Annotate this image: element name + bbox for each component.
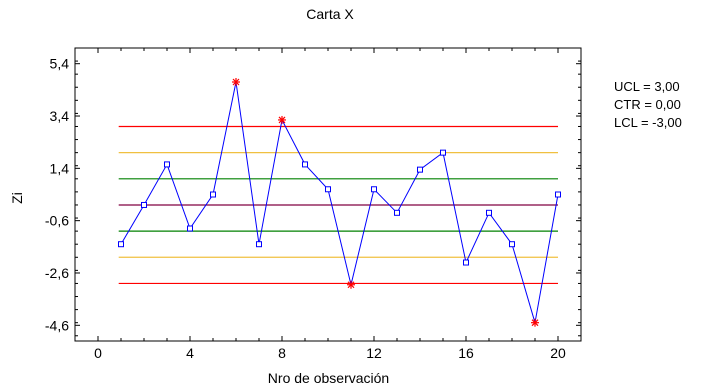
y-axis: -4,6 -2,6 -0,6 1,4 3,4 5,4 — [45, 56, 581, 337]
chart-title: Carta X — [306, 6, 354, 22]
data-point — [118, 241, 124, 248]
data-point — [509, 241, 515, 248]
series-line — [120, 81, 559, 323]
data-point — [187, 225, 193, 232]
control-limits-legend: UCL = 3,00 CTR = 0,00 LCL = -3,00 — [614, 78, 682, 132]
data-point — [555, 191, 561, 198]
y-tick-label: 3,4 — [50, 108, 70, 124]
y-tick-label: -0,6 — [45, 213, 69, 229]
data-point — [486, 209, 492, 216]
legend-lcl: LCL = -3,00 — [614, 115, 682, 130]
data-point — [164, 161, 170, 168]
out-of-control-point — [278, 115, 286, 124]
y-tick-label: 1,4 — [50, 160, 70, 176]
data-point — [440, 149, 446, 156]
y-axis-label: Zi — [9, 192, 25, 204]
data-point — [210, 191, 216, 198]
x-tick-label: 16 — [458, 345, 474, 361]
y-tick-label: -4,6 — [45, 317, 69, 333]
data-point — [141, 201, 147, 208]
series-points-group — [118, 78, 561, 327]
plot-area-frame — [74, 47, 582, 342]
out-of-control-point — [531, 318, 539, 327]
x-tick-label: 20 — [550, 345, 566, 361]
x-axis-label: Nro de observación — [267, 370, 390, 386]
x-tick-label: 8 — [278, 345, 286, 361]
data-point — [371, 186, 377, 193]
legend-ctr: CTR = 0,00 — [614, 97, 681, 112]
y-tick-label: 5,4 — [50, 56, 70, 72]
data-point — [417, 166, 423, 173]
x-axis: 0 4 8 12 16 20 — [94, 48, 566, 361]
data-point — [394, 209, 400, 216]
out-of-control-point — [232, 78, 240, 87]
legend-ucl: UCL = 3,00 — [614, 79, 680, 94]
data-point — [302, 161, 308, 168]
data-point — [256, 241, 262, 248]
data-point — [463, 259, 469, 266]
x-tick-label: 0 — [94, 345, 102, 361]
data-point — [325, 186, 331, 193]
x-tick-label: 12 — [366, 345, 382, 361]
y-tick-label: -2,6 — [45, 265, 69, 281]
series-line-group — [120, 81, 559, 323]
control-limit-lines — [118, 125, 558, 285]
x-tick-label: 4 — [186, 345, 194, 361]
out-of-control-point — [347, 280, 355, 289]
